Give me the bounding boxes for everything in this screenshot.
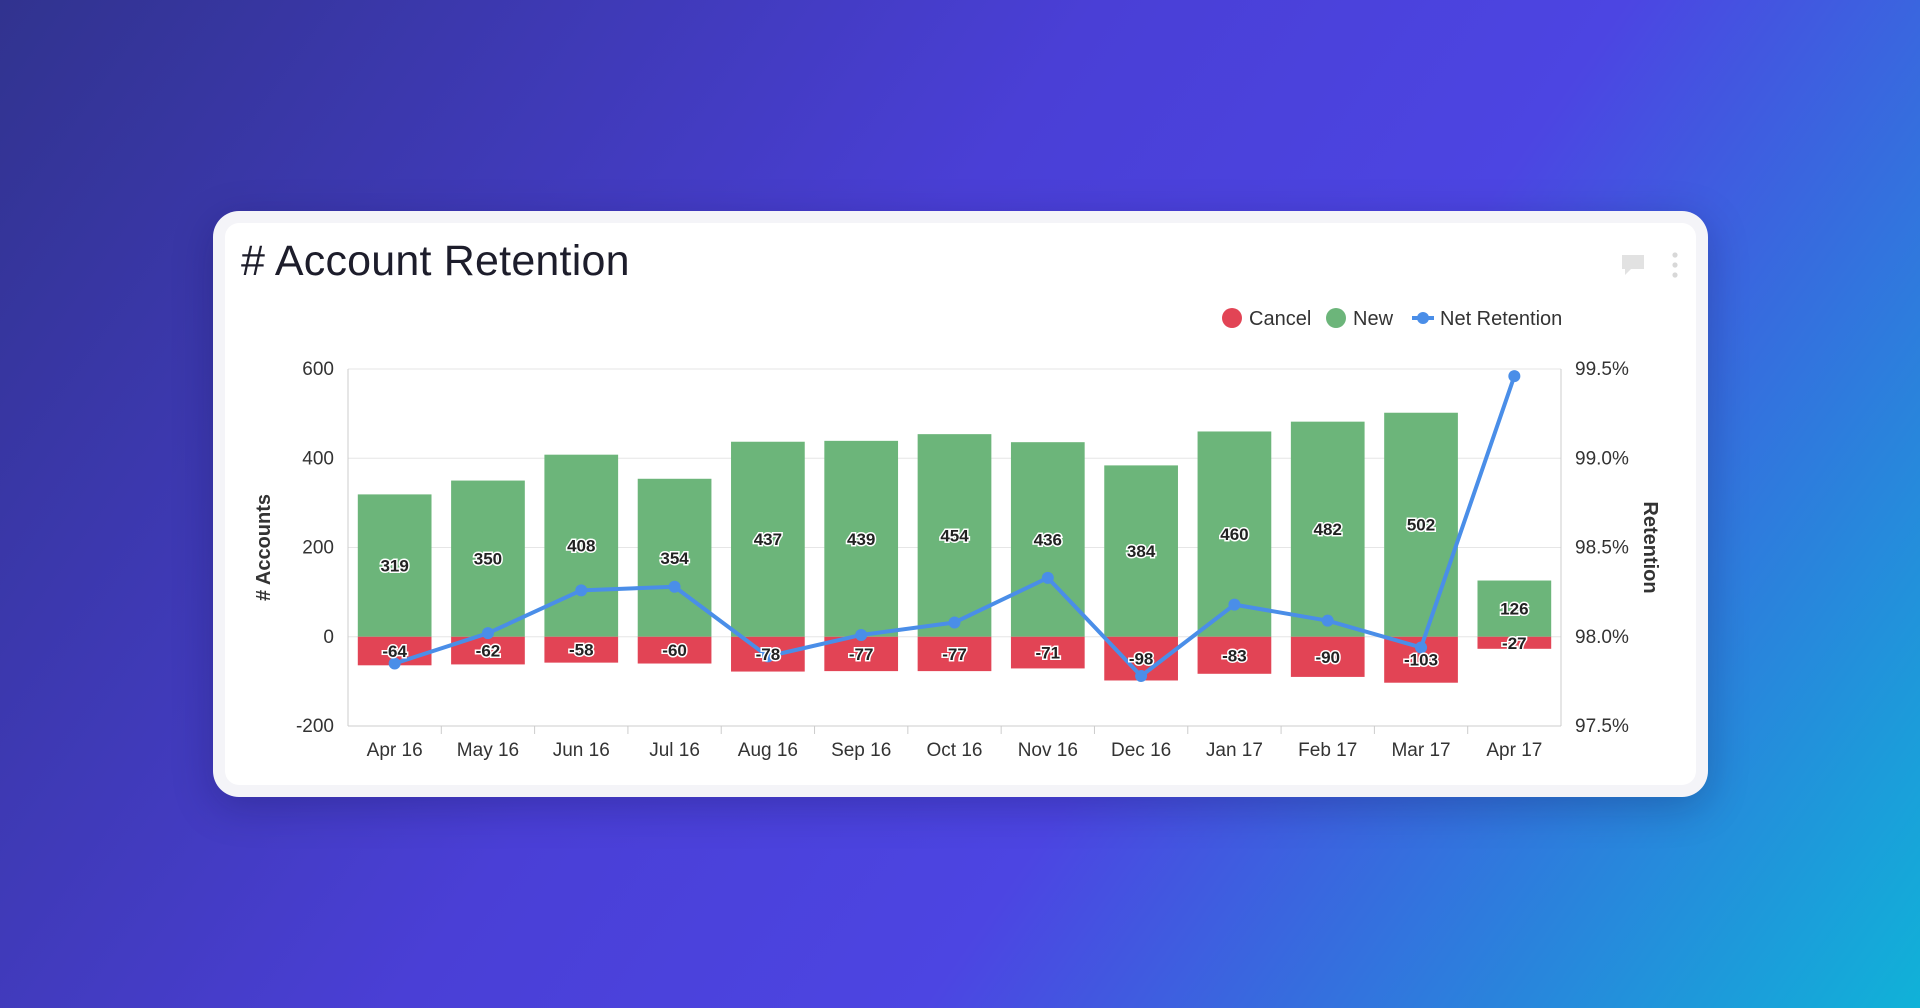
net-retention-point[interactable] bbox=[1508, 370, 1521, 383]
new-value-label: 454 bbox=[940, 526, 969, 545]
cancel-value-label: -98 bbox=[1129, 650, 1154, 669]
x-tick-label: Jan 17 bbox=[1206, 740, 1263, 761]
net-retention-point[interactable] bbox=[668, 580, 681, 593]
new-bar[interactable] bbox=[824, 440, 899, 637]
net-retention-point[interactable] bbox=[1135, 670, 1148, 683]
new-value-label: 482 bbox=[1314, 520, 1342, 539]
y2-tick-label: 98.5% bbox=[1575, 538, 1629, 559]
cancel-bar[interactable] bbox=[544, 636, 619, 663]
cancel-value-label: -64 bbox=[382, 642, 407, 661]
new-value-label: 460 bbox=[1220, 525, 1248, 544]
x-tick-label: Apr 16 bbox=[367, 740, 423, 761]
cancel-value-label: -90 bbox=[1315, 648, 1340, 667]
net-retention-point[interactable] bbox=[575, 584, 588, 597]
x-tick-label: Jul 16 bbox=[649, 740, 700, 761]
y-axis-title: # Accounts bbox=[253, 494, 275, 601]
new-bar[interactable] bbox=[1384, 412, 1458, 637]
new-bar[interactable] bbox=[637, 478, 712, 637]
net-retention-point[interactable] bbox=[1228, 598, 1241, 611]
x-tick-label: Sep 16 bbox=[831, 740, 891, 761]
new-value-label: 354 bbox=[660, 549, 689, 568]
y-tick-label: 400 bbox=[302, 448, 334, 469]
y-tick-label: 600 bbox=[302, 359, 334, 380]
cancel-bar[interactable] bbox=[637, 636, 712, 664]
y2-axis-title: Retention bbox=[1639, 501, 1661, 593]
new-value-label: 126 bbox=[1500, 600, 1528, 619]
y-tick-label: 200 bbox=[302, 538, 334, 559]
x-tick-label: Dec 16 bbox=[1111, 740, 1171, 761]
new-value-label: 408 bbox=[567, 537, 595, 556]
cancel-value-label: -71 bbox=[1036, 644, 1061, 663]
comment-icon[interactable] bbox=[1620, 254, 1646, 276]
x-tick-label: Oct 16 bbox=[927, 740, 983, 761]
new-value-label: 437 bbox=[754, 530, 782, 549]
more-vertical-icon[interactable] bbox=[1672, 251, 1678, 279]
cancel-bar[interactable] bbox=[917, 636, 992, 672]
net-retention-point[interactable] bbox=[948, 616, 961, 629]
net-retention-point[interactable] bbox=[761, 650, 774, 663]
cancel-value-label: -77 bbox=[849, 645, 874, 664]
cancel-bar[interactable] bbox=[1010, 636, 1085, 669]
y2-tick-label: 99.0% bbox=[1575, 448, 1629, 469]
new-value-label: 350 bbox=[474, 550, 502, 569]
x-tick-label: Apr 17 bbox=[1486, 740, 1542, 761]
net-retention-point[interactable] bbox=[1041, 571, 1054, 584]
cancel-bar[interactable] bbox=[1477, 636, 1552, 649]
card-title: # Account Retention bbox=[241, 237, 630, 285]
y2-tick-label: 99.5% bbox=[1575, 359, 1629, 380]
new-bar[interactable] bbox=[917, 434, 992, 637]
new-bar[interactable] bbox=[357, 494, 432, 637]
cancel-value-label: -83 bbox=[1222, 646, 1247, 665]
cancel-value-label: -103 bbox=[1404, 651, 1438, 670]
new-value-label: 436 bbox=[1034, 530, 1062, 549]
account-retention-chart: 600 400 200 0 -200 99.5% 99.0% 98.5% 98.0% 97.5% A… bbox=[253, 308, 1661, 761]
legend-new-label[interactable]: New bbox=[1353, 308, 1394, 330]
new-bar[interactable] bbox=[731, 441, 805, 637]
y2-tick-label: 97.5% bbox=[1575, 716, 1629, 737]
legend-net-retention-label[interactable]: Net Retention bbox=[1440, 308, 1562, 330]
card-actions bbox=[1620, 251, 1678, 279]
cancel-bar[interactable] bbox=[1197, 636, 1272, 674]
new-value-label: 502 bbox=[1407, 516, 1435, 535]
account-retention-card: # Account Retention 600 400 200 0 -200 99.5% 9… bbox=[225, 223, 1696, 785]
new-bar[interactable] bbox=[451, 480, 525, 637]
legend-cancel-marker bbox=[1222, 308, 1242, 328]
new-value-label: 319 bbox=[380, 557, 408, 576]
new-bar[interactable] bbox=[1477, 580, 1552, 637]
x-tick-label: Mar 17 bbox=[1391, 740, 1450, 761]
widget-frame: # Account Retention 600 400 200 0 -200 99.5% 9… bbox=[213, 211, 1708, 797]
y-tick-label: -200 bbox=[296, 716, 334, 737]
new-value-label: 439 bbox=[847, 530, 875, 549]
net-retention-point[interactable] bbox=[1321, 614, 1334, 627]
legend-cancel-label[interactable]: Cancel bbox=[1249, 308, 1311, 330]
x-tick-label: Jun 16 bbox=[553, 740, 610, 761]
cancel-value-label: -58 bbox=[569, 641, 594, 660]
new-bar[interactable] bbox=[1104, 465, 1178, 637]
new-bar[interactable] bbox=[1290, 421, 1365, 637]
net-retention-point[interactable] bbox=[855, 628, 868, 641]
cancel-value-label: -78 bbox=[756, 645, 781, 664]
net-retention-point[interactable] bbox=[481, 627, 494, 640]
cancel-bar[interactable] bbox=[1290, 636, 1365, 677]
cancel-value-label: -60 bbox=[662, 641, 687, 660]
net-retention-point[interactable] bbox=[1415, 641, 1428, 654]
legend-net-retention-marker bbox=[1417, 312, 1429, 324]
net-retention-point[interactable] bbox=[388, 657, 401, 670]
cancel-value-label: -77 bbox=[942, 645, 967, 664]
x-tick-label: Nov 16 bbox=[1018, 740, 1078, 761]
x-tick-label: May 16 bbox=[457, 740, 519, 761]
new-value-label: 384 bbox=[1127, 542, 1156, 561]
y-tick-label: 0 bbox=[323, 627, 334, 648]
cancel-value-label: -62 bbox=[476, 642, 501, 661]
legend-new-marker bbox=[1326, 308, 1346, 328]
cancel-value-label: -27 bbox=[1502, 634, 1527, 653]
x-tick-label: Feb 17 bbox=[1298, 740, 1357, 761]
x-tick-label: Aug 16 bbox=[738, 740, 798, 761]
new-bar[interactable] bbox=[544, 454, 619, 637]
y2-tick-label: 98.0% bbox=[1575, 627, 1629, 648]
